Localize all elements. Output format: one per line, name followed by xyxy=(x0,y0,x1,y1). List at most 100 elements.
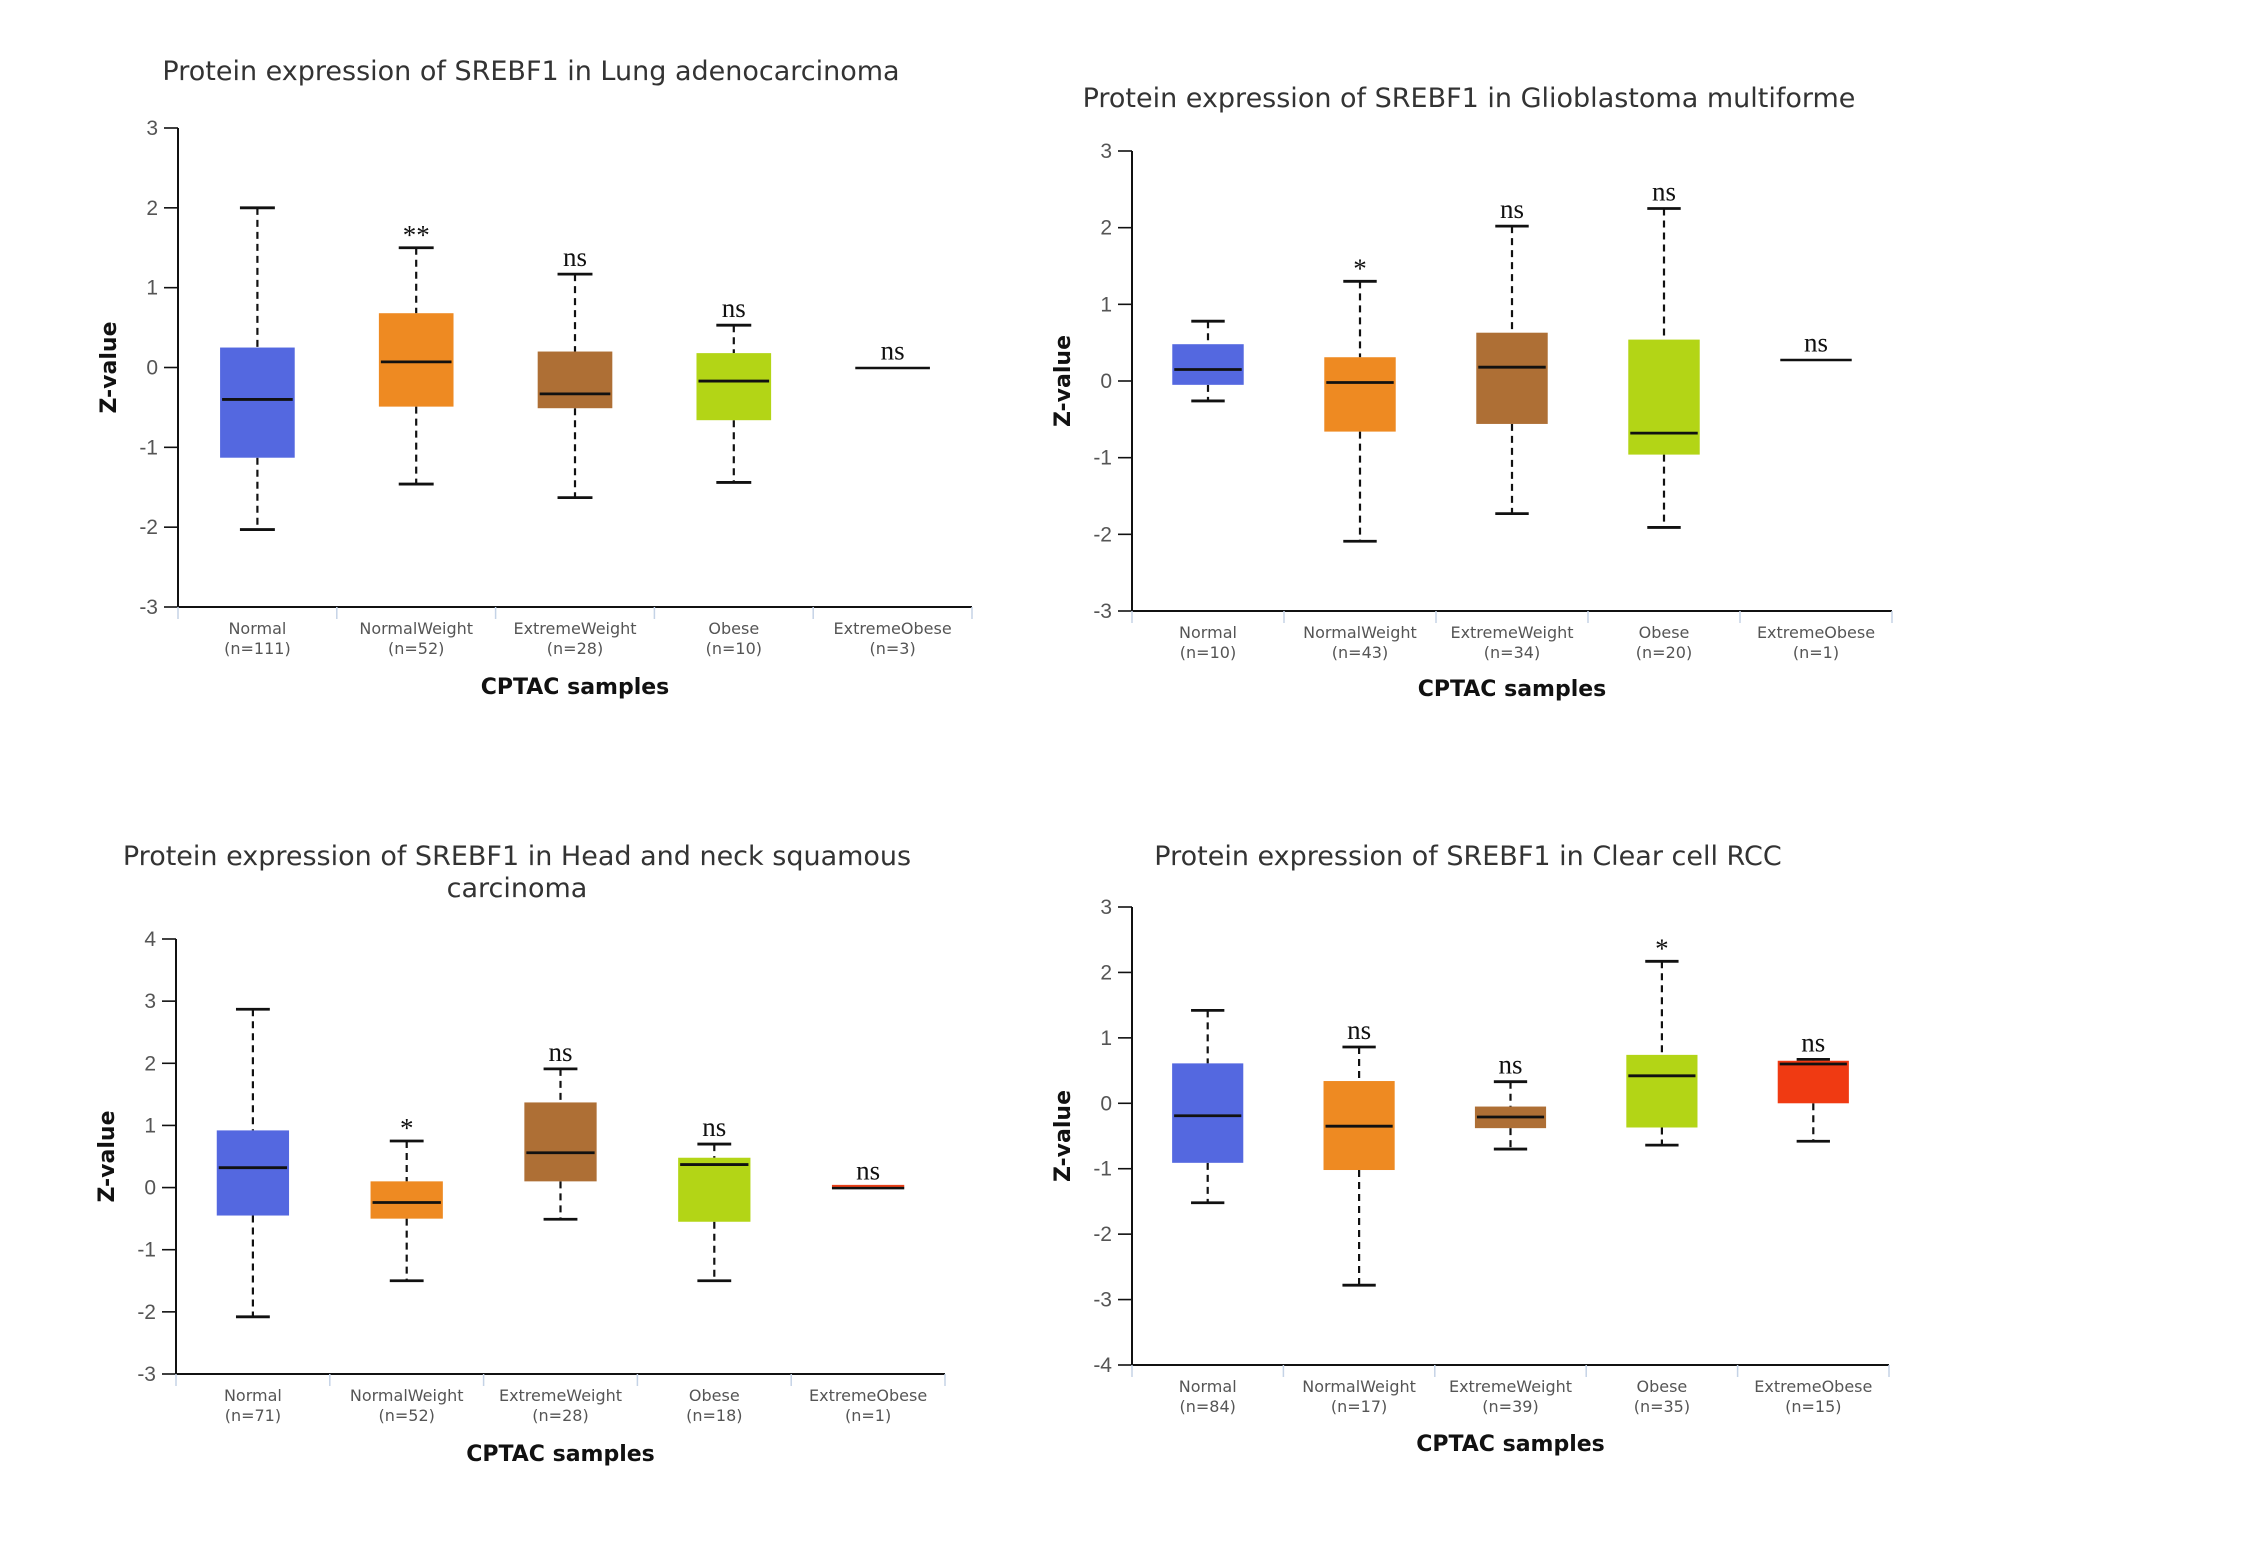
category-count: (n=10) xyxy=(706,639,762,658)
y-tick-label: -1 xyxy=(137,1239,156,1262)
y-tick-label: 4 xyxy=(144,928,156,951)
category-count: (n=18) xyxy=(686,1406,742,1425)
category-label: ExtremeWeight xyxy=(1449,1377,1572,1396)
y-tick-label: -4 xyxy=(1093,1354,1112,1377)
y-axis-label: Z-value xyxy=(95,1110,120,1202)
category-label: ExtremeObese xyxy=(809,1386,927,1405)
category-count: (n=52) xyxy=(379,1406,435,1425)
category-count: (n=39) xyxy=(1482,1397,1538,1416)
significance-label: ns xyxy=(722,293,746,323)
category-label: ExtremeObese xyxy=(1757,623,1875,642)
x-axis-label: CPTAC samples xyxy=(1416,1432,1605,1457)
y-axis-label: Z-value xyxy=(1051,1090,1076,1182)
y-tick-label: -1 xyxy=(1093,1158,1112,1181)
y-axis-label: Z-value xyxy=(97,321,122,413)
y-tick-label: 2 xyxy=(144,1052,156,1075)
category-count: (n=71) xyxy=(225,1406,281,1425)
significance-label: ns xyxy=(548,1037,572,1067)
y-tick-label: 2 xyxy=(146,197,158,220)
chart-title: carcinoma xyxy=(447,873,588,904)
category-label: Normal xyxy=(224,1386,282,1405)
significance-label: * xyxy=(1655,933,1669,963)
significance-label: * xyxy=(1353,253,1367,283)
box-iqr xyxy=(216,1130,290,1216)
category-count: (n=34) xyxy=(1484,643,1540,662)
y-tick-label: 1 xyxy=(146,277,158,300)
category-count: (n=17) xyxy=(1331,1397,1387,1416)
significance-label: ns xyxy=(1801,1027,1825,1057)
y-tick-label: 0 xyxy=(144,1177,156,1200)
y-tick-label: 0 xyxy=(1100,370,1112,393)
category-label: NormalWeight xyxy=(1302,1377,1416,1396)
y-tick-label: 2 xyxy=(1100,217,1112,240)
significance-label: ns xyxy=(881,336,905,366)
significance-label: ns xyxy=(1652,177,1676,207)
box-iqr xyxy=(537,351,613,409)
box-iqr xyxy=(1628,339,1700,455)
category-count: (n=1) xyxy=(1793,643,1839,662)
category-label: Normal xyxy=(1179,1377,1237,1396)
chart-title: Protein expression of SREBF1 in Head and… xyxy=(123,841,911,872)
category-label: ExtremeObese xyxy=(834,619,952,638)
y-tick-label: -2 xyxy=(1093,1223,1112,1246)
category-count: (n=28) xyxy=(547,639,603,658)
box-iqr xyxy=(678,1157,751,1222)
y-tick-label: 1 xyxy=(1100,1027,1112,1050)
category-label: Obese xyxy=(1639,623,1690,642)
y-tick-label: -2 xyxy=(1093,523,1112,546)
x-axis-label: CPTAC samples xyxy=(481,675,670,700)
box-iqr xyxy=(378,313,454,407)
category-count: (n=43) xyxy=(1332,643,1388,662)
box-iqr xyxy=(370,1181,443,1219)
significance-label: ** xyxy=(403,220,430,250)
y-tick-label: 3 xyxy=(1100,896,1112,919)
y-tick-label: -3 xyxy=(1093,600,1112,623)
box-iqr xyxy=(696,353,772,421)
category-count: (n=10) xyxy=(1180,643,1236,662)
category-count: (n=3) xyxy=(869,639,915,658)
x-axis-label: CPTAC samples xyxy=(466,1442,655,1467)
category-label: ExtremeWeight xyxy=(499,1386,622,1405)
significance-label: ns xyxy=(1500,194,1524,224)
category-label: ExtremeWeight xyxy=(1450,623,1573,642)
y-tick-label: 1 xyxy=(144,1114,156,1137)
category-label: Obese xyxy=(1637,1377,1688,1396)
box-iqr xyxy=(220,347,295,458)
chart-title: Protein expression of SREBF1 in Glioblas… xyxy=(1083,83,1856,114)
category-label: Obese xyxy=(708,619,759,638)
category-label: NormalWeight xyxy=(359,619,473,638)
category-label: Obese xyxy=(689,1386,740,1405)
category-count: (n=35) xyxy=(1634,1397,1690,1416)
significance-label: ns xyxy=(1804,328,1828,358)
box-iqr xyxy=(1172,344,1244,385)
significance-label: ns xyxy=(702,1112,726,1142)
box-iqr xyxy=(1777,1060,1849,1104)
y-tick-label: 3 xyxy=(144,990,156,1013)
category-label: ExtremeObese xyxy=(1754,1377,1872,1396)
category-label: NormalWeight xyxy=(1303,623,1417,642)
box-iqr xyxy=(524,1102,597,1182)
category-count: (n=20) xyxy=(1636,643,1692,662)
category-count: (n=15) xyxy=(1785,1397,1841,1416)
y-tick-label: 0 xyxy=(146,357,158,380)
y-tick-label: -3 xyxy=(137,1363,156,1386)
category-label: ExtremeWeight xyxy=(513,619,636,638)
x-axis-label: CPTAC samples xyxy=(1418,677,1607,702)
chart-title: Protein expression of SREBF1 in Lung ade… xyxy=(162,56,899,87)
y-tick-label: -1 xyxy=(1093,447,1112,470)
panel-clear-cell-rcc: Protein expression of SREBF1 in Clear ce… xyxy=(1051,841,1890,1457)
category-count: (n=28) xyxy=(532,1406,588,1425)
y-tick-label: -2 xyxy=(137,1301,156,1324)
panel-head-neck-squamous: Protein expression of SREBF1 in Head and… xyxy=(95,841,946,1467)
category-count: (n=52) xyxy=(388,639,444,658)
y-axis-label: Z-value xyxy=(1051,335,1076,427)
category-count: (n=111) xyxy=(224,639,291,658)
panel-glioblastoma-multiforme: Protein expression of SREBF1 in Glioblas… xyxy=(1051,83,1893,702)
chart-title: Protein expression of SREBF1 in Clear ce… xyxy=(1154,841,1781,872)
significance-label: ns xyxy=(1347,1015,1371,1045)
y-tick-label: 3 xyxy=(1100,140,1112,163)
y-tick-label: 3 xyxy=(146,117,158,140)
y-tick-label: 2 xyxy=(1100,961,1112,984)
significance-label: ns xyxy=(1498,1050,1522,1080)
y-tick-label: -3 xyxy=(139,596,158,619)
